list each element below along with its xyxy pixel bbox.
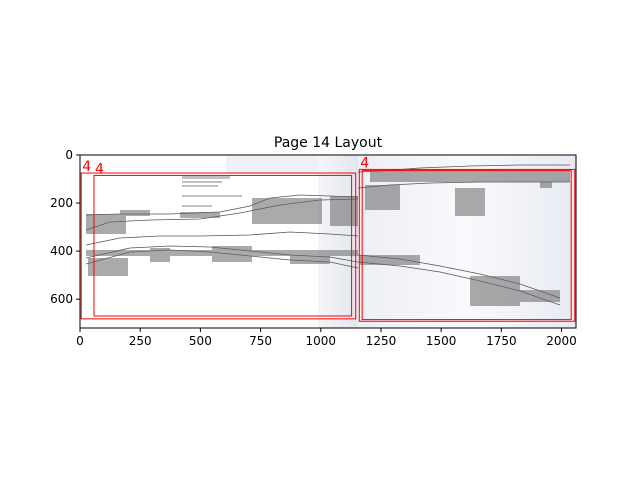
layout-box	[93, 174, 353, 317]
x-tick-label: 2000	[546, 334, 577, 348]
x-tick-label: 750	[249, 334, 272, 348]
x-tick-label: 1000	[306, 334, 337, 348]
y-tick-label: 400	[50, 244, 73, 258]
layout-box-label: 4	[82, 159, 91, 175]
plot-frame	[79, 154, 577, 329]
scanned-drawing-image	[80, 155, 576, 328]
x-axis: 0 250 500 750 1000 1250 1500 1750 2000	[76, 328, 577, 348]
x-tick-label: 1750	[486, 334, 517, 348]
layout-box-label: 4	[95, 161, 104, 177]
layout-box-label: 4	[360, 155, 369, 171]
layout-box	[80, 172, 357, 320]
layout-box	[358, 168, 576, 322]
layout-box	[361, 170, 572, 321]
y-tick-label: 0	[65, 148, 73, 162]
x-tick-label: 0	[76, 334, 84, 348]
x-tick-label: 1250	[366, 334, 397, 348]
x-tick-label: 1500	[426, 334, 457, 348]
y-axis: 0 200 400 600	[50, 148, 80, 306]
x-tick-label: 250	[129, 334, 152, 348]
x-tick-label: 500	[189, 334, 212, 348]
y-tick-label: 200	[50, 196, 73, 210]
chart-title: Page 14 Layout	[274, 135, 383, 151]
y-tick-label: 600	[50, 292, 73, 306]
